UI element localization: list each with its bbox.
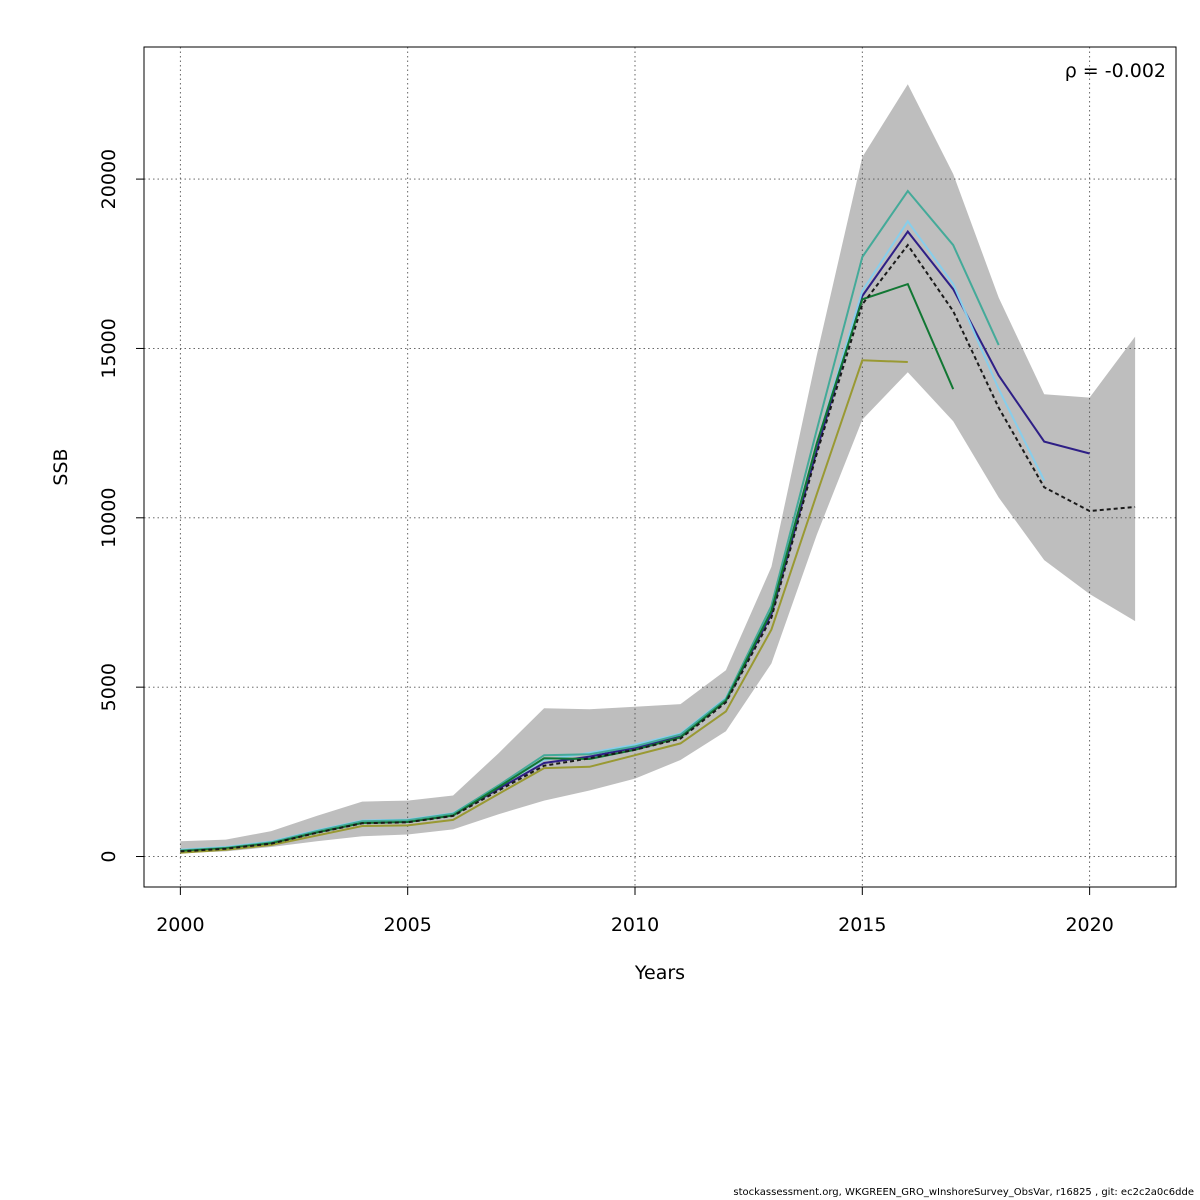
confidence-band	[180, 84, 1136, 854]
y-tick-label: 15000	[98, 318, 120, 378]
x-tick-label: 2010	[611, 914, 659, 936]
y-tick-label: 20000	[98, 149, 120, 209]
confidence-band-layer	[180, 84, 1136, 854]
y-tick-label: 5000	[98, 663, 120, 711]
y-axis-title: SSB	[50, 448, 72, 485]
y-axis: 0 5000 10000 15000 20000	[98, 149, 145, 863]
series-line-peel-5	[180, 359, 908, 854]
footer-credit: stockassessment.org, WKGREEN_GRO_wInshor…	[733, 1187, 1194, 1198]
series-line-reference	[180, 243, 1136, 853]
x-tick-label: 2005	[384, 914, 432, 936]
rho-annotation: ρ = -0.002	[1065, 60, 1166, 82]
x-axis: 2000 2005 2010 2015 2020	[156, 886, 1114, 936]
y-tick-label: 0	[98, 850, 120, 862]
series-layer	[180, 189, 1136, 854]
gridlines	[144, 47, 1176, 887]
series-line-peel-4	[180, 282, 955, 853]
x-axis-title: Years	[634, 962, 685, 984]
x-tick-label: 2000	[156, 914, 204, 936]
x-tick-label: 2020	[1065, 914, 1113, 936]
y-tick-label: 10000	[98, 488, 120, 548]
series-line-peel-3	[180, 189, 1000, 852]
x-tick-label: 2015	[838, 914, 886, 936]
